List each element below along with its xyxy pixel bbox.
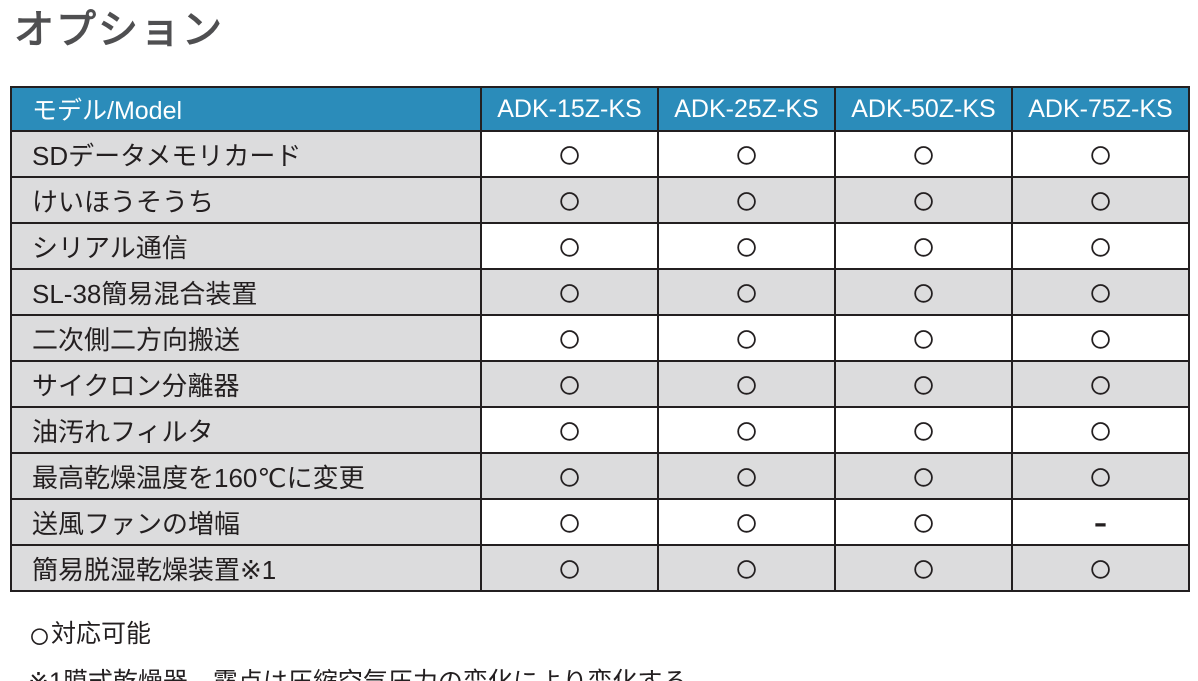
footnote: ※1膜式乾燥器、露点は圧縮空気圧力の変化により変化する bbox=[28, 666, 1198, 681]
availability-cell: ○ bbox=[1011, 176, 1190, 224]
availability-cell: ○ bbox=[657, 130, 836, 178]
availability-cell: ○ bbox=[657, 222, 836, 270]
availability-cell: ○ bbox=[1011, 452, 1190, 500]
availability-cell: ○ bbox=[657, 406, 836, 454]
availability-cell: ○ bbox=[657, 544, 836, 592]
availability-cell: ○ bbox=[834, 544, 1013, 592]
availability-cell: ○ bbox=[834, 498, 1013, 546]
availability-cell: - bbox=[1011, 498, 1190, 546]
table-row: シリアル通信 ○ ○ ○ ○ bbox=[10, 222, 1190, 270]
availability-cell: ○ bbox=[480, 314, 659, 362]
column-header-adk-25z-ks: ADK-25Z-KS bbox=[657, 86, 836, 132]
availability-cell: ○ bbox=[480, 452, 659, 500]
availability-cell: ○ bbox=[657, 268, 836, 316]
row-label: サイクロン分離器 bbox=[10, 360, 482, 408]
availability-cell: ○ bbox=[480, 130, 659, 178]
table-row: 送風ファンの増幅 ○ ○ ○ - bbox=[10, 498, 1190, 546]
availability-cell: ○ bbox=[480, 406, 659, 454]
availability-cell: ○ bbox=[657, 360, 836, 408]
availability-cell: ○ bbox=[657, 176, 836, 224]
row-label: 送風ファンの増幅 bbox=[10, 498, 482, 546]
row-label: SDデータメモリカード bbox=[10, 130, 482, 178]
availability-cell: ○ bbox=[480, 222, 659, 270]
availability-cell: ○ bbox=[834, 222, 1013, 270]
row-label: 二次側二方向搬送 bbox=[10, 314, 482, 362]
row-label: 簡易脱湿乾燥装置※1 bbox=[10, 544, 482, 592]
row-label: シリアル通信 bbox=[10, 222, 482, 270]
availability-cell: ○ bbox=[480, 544, 659, 592]
availability-cell: ○ bbox=[480, 498, 659, 546]
row-label: 最高乾燥温度を160℃に変更 bbox=[10, 452, 482, 500]
availability-cell: ○ bbox=[657, 452, 836, 500]
availability-cell: ○ bbox=[834, 406, 1013, 454]
column-header-model: モデル/Model bbox=[10, 86, 482, 132]
availability-cell: ○ bbox=[834, 452, 1013, 500]
availability-cell: ○ bbox=[1011, 130, 1190, 178]
availability-cell: ○ bbox=[480, 176, 659, 224]
table-row: 油汚れフィルタ ○ ○ ○ ○ bbox=[10, 406, 1190, 454]
column-header-adk-50z-ks: ADK-50Z-KS bbox=[834, 86, 1013, 132]
availability-cell: ○ bbox=[834, 360, 1013, 408]
availability-cell: ○ bbox=[1011, 360, 1190, 408]
header-row: モデル/Model ADK-15Z-KS ADK-25Z-KS ADK-50Z-… bbox=[10, 86, 1190, 132]
availability-cell: ○ bbox=[657, 498, 836, 546]
page: オプション モデル/Model ADK-15Z-KS ADK-25Z-KS AD… bbox=[0, 6, 1198, 681]
availability-cell: ○ bbox=[1011, 222, 1190, 270]
row-label: SL-38簡易混合装置 bbox=[10, 268, 482, 316]
table-row: SDデータメモリカード ○ ○ ○ ○ bbox=[10, 130, 1190, 178]
row-label: けいほうそうち bbox=[10, 176, 482, 224]
availability-cell: ○ bbox=[834, 130, 1013, 178]
availability-cell: ○ bbox=[834, 268, 1013, 316]
options-table: モデル/Model ADK-15Z-KS ADK-25Z-KS ADK-50Z-… bbox=[10, 86, 1190, 592]
table-row: SL-38簡易混合装置 ○ ○ ○ ○ bbox=[10, 268, 1190, 316]
table-row: けいほうそうち ○ ○ ○ ○ bbox=[10, 176, 1190, 224]
availability-cell: ○ bbox=[657, 314, 836, 362]
availability-cell: ○ bbox=[1011, 268, 1190, 316]
availability-cell: ○ bbox=[480, 268, 659, 316]
availability-cell: ○ bbox=[1011, 406, 1190, 454]
page-title: オプション bbox=[14, 8, 224, 52]
legend-label: 対応可能 bbox=[50, 620, 151, 648]
availability-cell: ○ bbox=[834, 314, 1013, 362]
table-row: 最高乾燥温度を160℃に変更 ○ ○ ○ ○ bbox=[10, 452, 1190, 500]
availability-cell: ○ bbox=[480, 360, 659, 408]
availability-cell: ○ bbox=[1011, 544, 1190, 592]
circle-icon: ○ bbox=[28, 615, 51, 657]
row-label: 油汚れフィルタ bbox=[10, 406, 482, 454]
table-row: 簡易脱湿乾燥装置※1 ○ ○ ○ ○ bbox=[10, 544, 1190, 592]
availability-cell: ○ bbox=[1011, 314, 1190, 362]
table-row: サイクロン分離器 ○ ○ ○ ○ bbox=[10, 360, 1190, 408]
column-header-adk-15z-ks: ADK-15Z-KS bbox=[480, 86, 659, 132]
legend-available: ○対応可能 bbox=[28, 617, 1198, 655]
column-header-adk-75z-ks: ADK-75Z-KS bbox=[1011, 86, 1190, 132]
availability-cell: ○ bbox=[834, 176, 1013, 224]
table-row: 二次側二方向搬送 ○ ○ ○ ○ bbox=[10, 314, 1190, 362]
